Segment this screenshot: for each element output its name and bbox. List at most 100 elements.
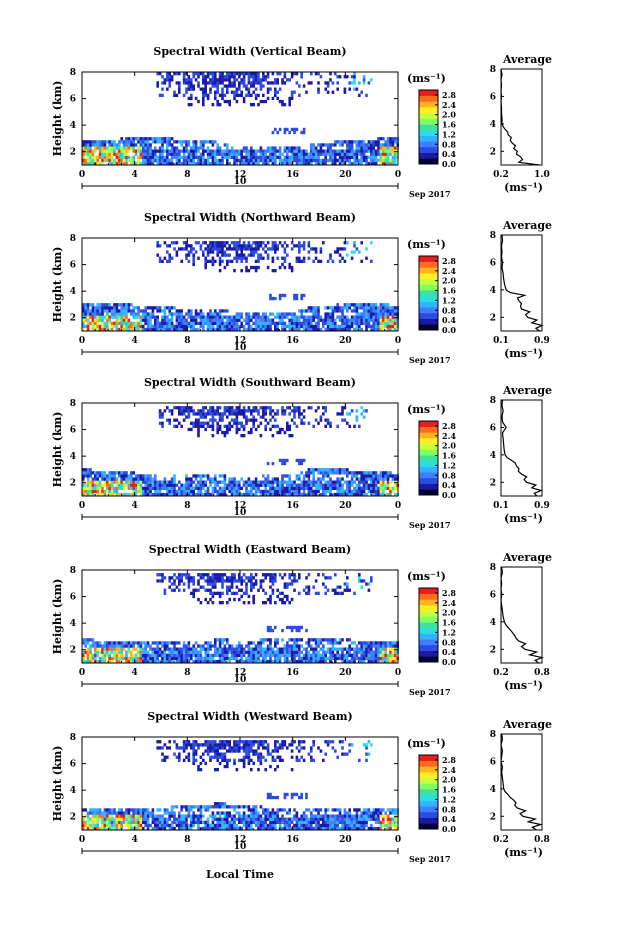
heatmap-cell [240,315,243,319]
heatmap-cell [305,647,308,651]
heatmap-cell [295,644,299,648]
heatmap-cell [218,650,222,654]
heatmap-cell [89,650,92,654]
heatmap-cell [312,424,315,428]
heatmap-cell [394,137,397,141]
heatmap-cell [226,247,229,251]
heatmap-cell [86,161,90,166]
heatmap-cell [204,641,207,645]
heatmap-cell [146,155,150,159]
heatmap-cell [290,149,294,153]
heatmap-cell [367,140,371,144]
heatmap-cell [312,585,315,589]
heatmap-cell [228,644,231,648]
heatmap-cell [247,241,251,245]
heatmap-cell [106,477,109,481]
heatmap-cell [348,321,351,325]
heatmap-cell [384,483,387,487]
heatmap-cell [110,474,114,478]
heatmap-cell [233,489,236,494]
heatmap-cell [238,93,241,97]
heatmap-cell [132,483,135,487]
heatmap-cell [382,474,385,478]
heatmap-cell [228,161,231,166]
heatmap-cell [278,152,282,156]
heatmap-cell [226,585,229,589]
heatmap-cell [190,406,193,410]
heatmap-cell [283,492,287,497]
heatmap-cell [278,146,282,150]
heatmap-cell [209,149,212,153]
heatmap-cell [137,659,140,664]
heatmap-cell [348,486,351,490]
heatmap-cell [182,647,186,651]
heatmap-cell [286,483,289,487]
heatmap-cell [221,321,224,325]
heatmap-cell [269,480,272,484]
heatmap-cell [175,155,179,159]
heatmap-cell [178,406,181,410]
heatmap-cell [223,644,227,648]
heatmap-cell [185,477,188,481]
heatmap-cell [343,303,347,307]
heatmap-cell [367,647,371,651]
heatmap-cell [264,312,267,316]
heatmap-cell [199,650,203,654]
heatmap-cell [271,582,275,586]
heatmap-cell [358,327,361,332]
heatmap-cell [302,477,306,481]
heatmap-cell [103,492,107,497]
heatmap-cell [362,303,366,307]
heatmap-cell [264,659,267,664]
heatmap-cell [168,78,171,82]
heatmap-cell [274,424,277,428]
heatmap-cell [271,146,275,150]
heatmap-cell [262,659,265,664]
heatmap-cell [209,241,212,245]
heatmap-cell [223,647,227,651]
heatmap-cell [238,158,241,163]
heatmap-cell [365,155,368,159]
heatmap-cell [370,474,373,478]
heatmap-cell [245,483,248,487]
avg-profile-line [500,234,544,332]
heatmap-cell [84,659,87,664]
heatmap-cell [130,309,133,313]
heatmap-cell [365,653,368,657]
heatmap-cell [250,430,253,435]
heatmap-cell [190,486,193,490]
colorbar-tick-label: 2.4 [442,431,456,441]
heatmap-cell [228,103,231,107]
heatmap-cell [317,90,320,94]
heatmap-cell [197,573,200,577]
heatmap-cell [334,591,337,595]
heatmap-cell [226,318,229,322]
heatmap-cell [106,152,109,156]
heatmap-cell [209,244,212,248]
heatmap-cell [197,430,200,435]
heatmap-cell [257,641,260,645]
heatmap-cell [288,582,291,586]
heatmap-cell [108,644,111,648]
heatmap-cell [142,477,145,481]
heatmap-cell [379,656,383,661]
heatmap-cell [235,483,239,487]
heatmap-cell [348,152,351,156]
heatmap-cell [355,644,359,648]
heatmap-cell [233,483,236,487]
heatmap-cell [254,75,258,79]
heatmap-cell [228,424,231,428]
heatmap-cell [293,492,296,497]
heatmap-cell [134,492,138,497]
heatmap-cell [108,477,111,481]
heatmap-cell [338,253,342,257]
heatmap-cell [360,149,363,153]
heatmap-cell [391,161,395,166]
heatmap-cell [132,137,135,141]
heatmap-cell [130,659,133,664]
heatmap-cell [120,306,123,310]
heatmap-cell [338,247,342,251]
heatmap-cell [250,585,253,589]
heatmap-cell [355,158,359,163]
heatmap-cell [214,412,217,416]
